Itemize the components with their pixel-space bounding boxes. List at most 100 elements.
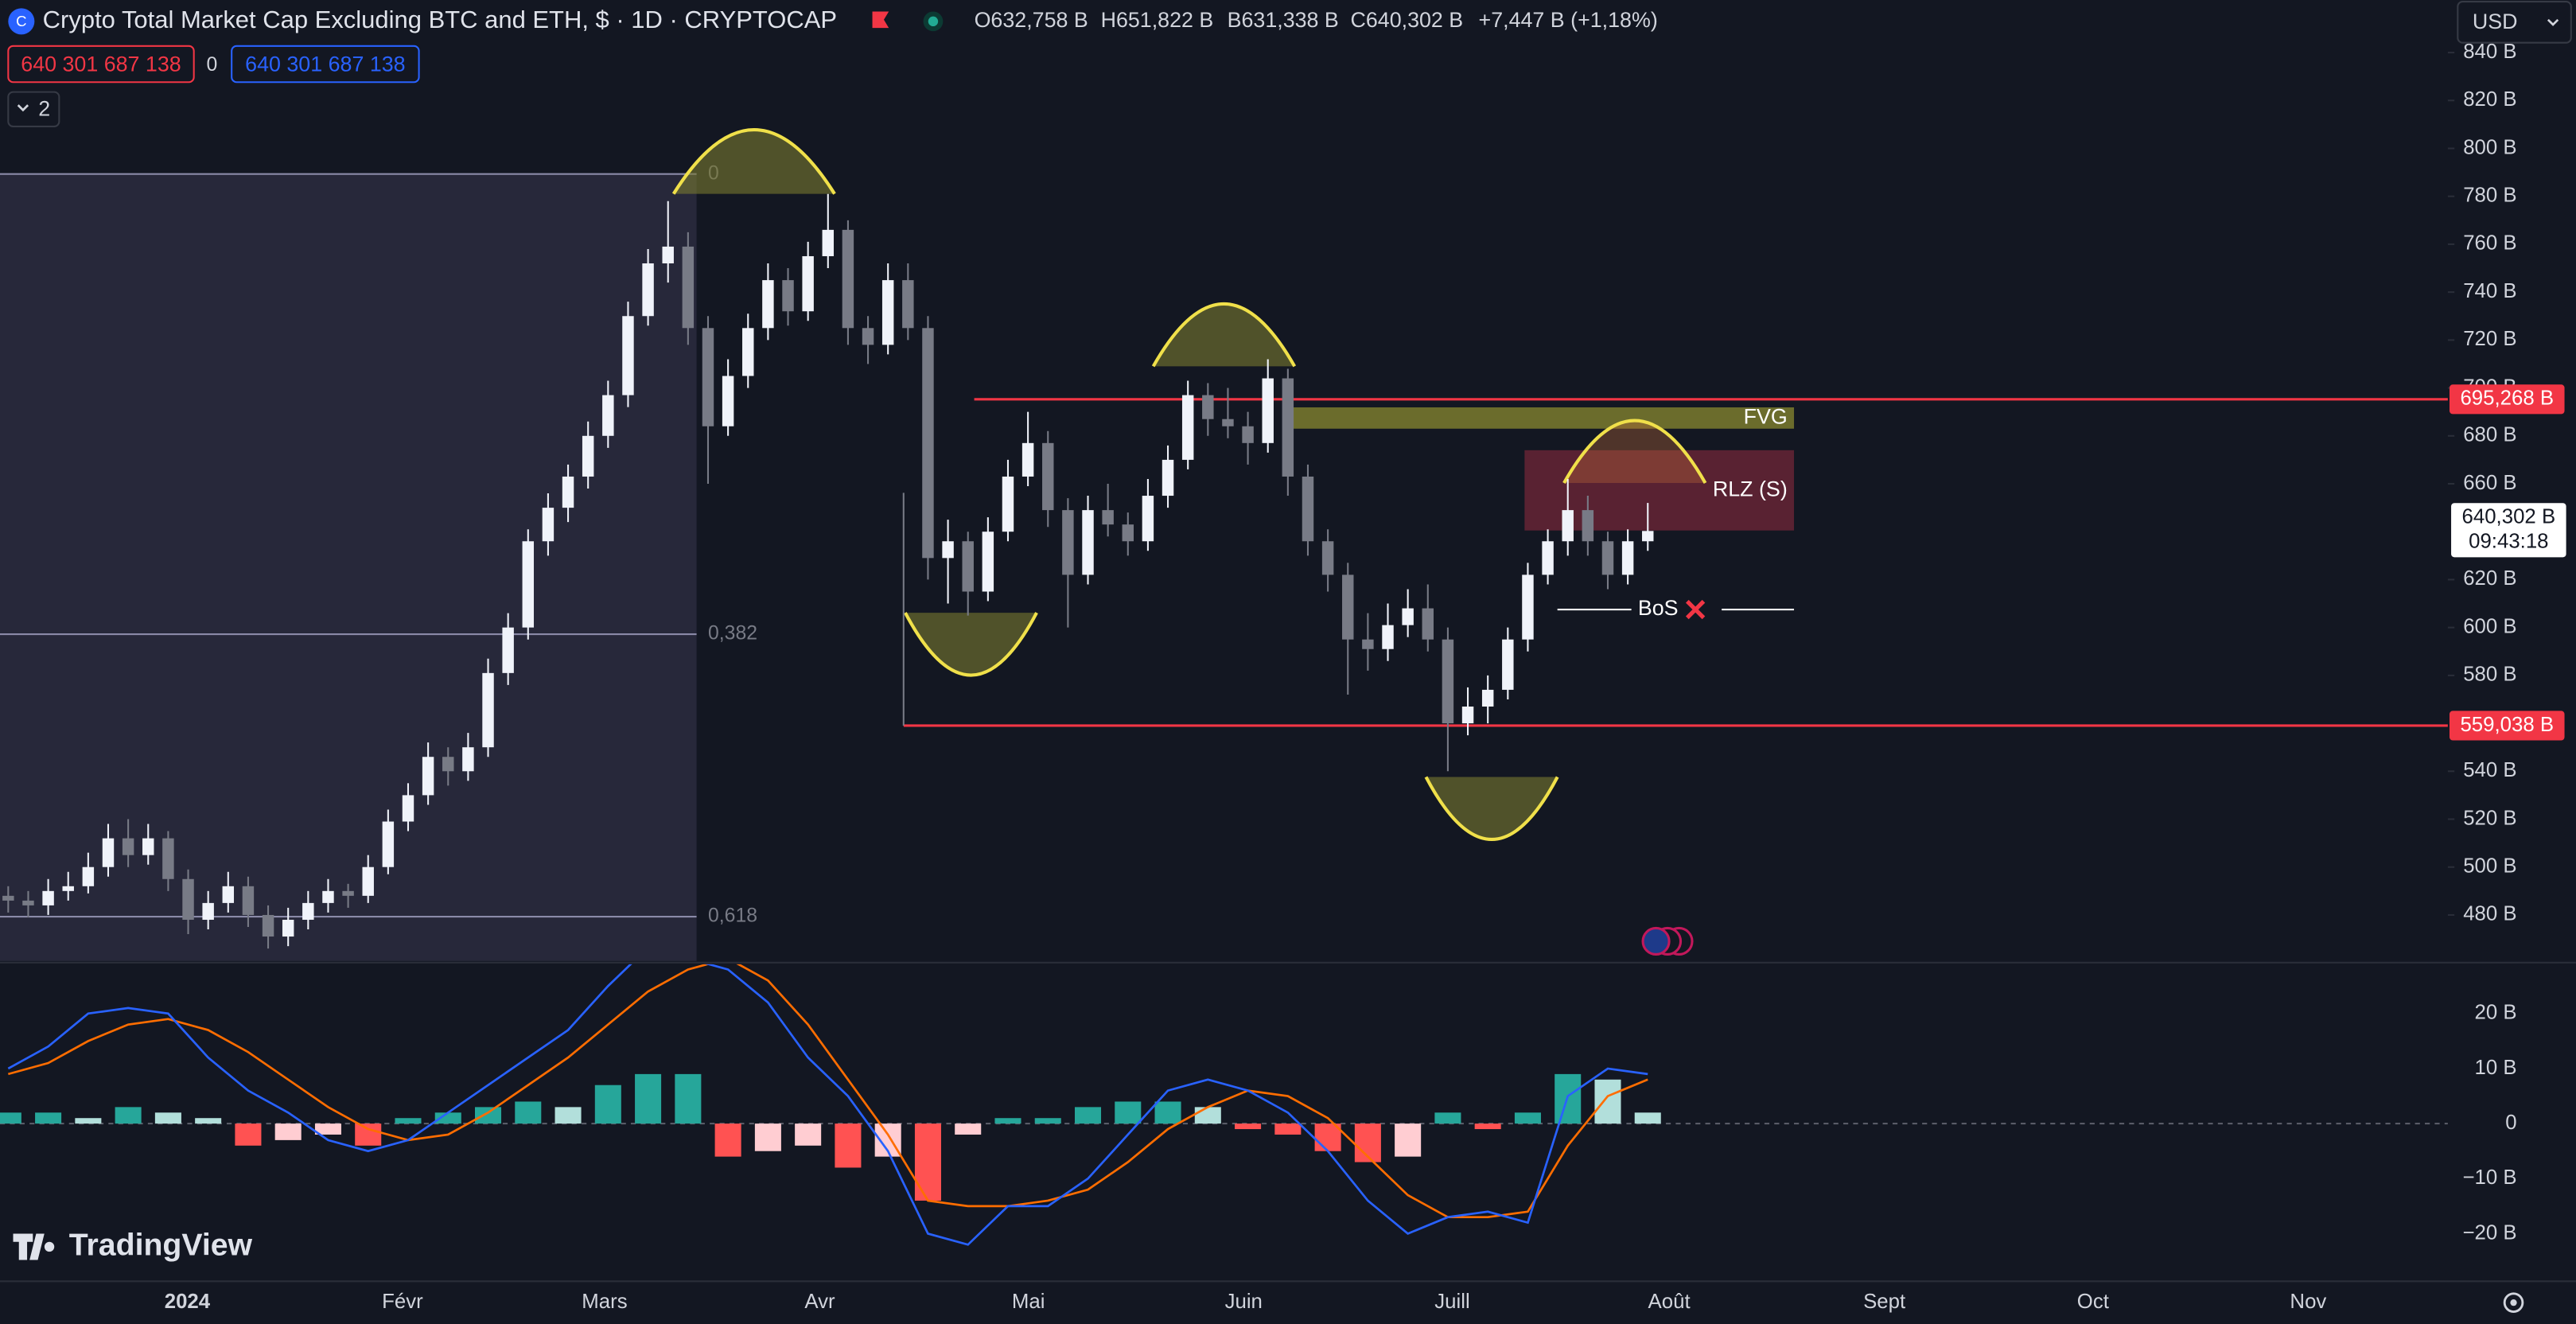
candle-body: [962, 541, 974, 592]
time-label: Août: [1648, 1291, 1691, 1313]
histogram-bar: [515, 1101, 542, 1124]
candle-body: [242, 886, 255, 915]
indicator-value-box[interactable]: [7, 45, 195, 84]
histogram-bar: [195, 1118, 222, 1124]
price-tick-label: 500 B: [2463, 855, 2516, 878]
header: C Crypto Total Market Cap Excluding BTC …: [7, 1, 2572, 127]
candle: [1642, 503, 1654, 551]
candle: [1021, 411, 1034, 487]
candle: [62, 871, 74, 901]
candle-body: [802, 255, 814, 312]
brand-logo: [13, 1233, 55, 1260]
candle-body: [862, 328, 874, 345]
macd-axis: 20 B 10 B 0 −10 B −20 B: [2463, 1002, 2517, 1244]
candle: [1442, 627, 1454, 772]
candle-body: [482, 672, 494, 748]
settings-icon[interactable]: [2503, 1292, 2524, 1313]
time-label: Oct: [2077, 1291, 2109, 1313]
candle-body: [142, 838, 154, 855]
candle-body: [742, 328, 754, 376]
histogram-bar: [914, 1123, 941, 1201]
macd-line: [7, 964, 1648, 1246]
event-icon[interactable]: [1641, 926, 1671, 956]
price-tick-label: 680 B: [2463, 424, 2516, 446]
histogram-bar: [1594, 1079, 1621, 1124]
currency: USD: [2473, 10, 2518, 33]
candle-body: [1601, 541, 1614, 575]
candle-body: [102, 838, 115, 867]
indicator-value-box[interactable]: [231, 45, 420, 84]
candle: [1342, 563, 1354, 695]
candle-body: [902, 280, 914, 329]
candle-body: [1162, 459, 1174, 496]
level-price-box: [2449, 384, 2565, 415]
candle: [602, 380, 614, 448]
candle: [1402, 589, 1414, 637]
candle-body: [702, 328, 714, 426]
time-label: 2024: [165, 1291, 211, 1313]
candle: [1461, 687, 1474, 736]
candle-body: [302, 902, 314, 920]
candle: [482, 658, 494, 757]
histogram-bar: [434, 1112, 461, 1124]
candle-body: [1582, 510, 1594, 542]
candle-body: [1181, 395, 1194, 460]
candle-body: [382, 821, 395, 867]
candle: [1181, 380, 1194, 469]
histogram-bar: [1194, 1107, 1221, 1124]
candle: [881, 263, 894, 355]
currency-dropdown[interactable]: [2457, 1, 2572, 44]
candle: [1582, 496, 1594, 556]
symbol-title[interactable]: Crypto Total Market Cap Excluding BTC an…: [43, 6, 837, 33]
candle: [782, 268, 794, 326]
histogram-bar: [1634, 1112, 1661, 1124]
candle: [582, 421, 594, 489]
candle: [1162, 445, 1174, 508]
candle-body: [1021, 442, 1034, 477]
candle-body: [1481, 689, 1494, 707]
event-icons[interactable]: [1641, 926, 1694, 956]
candle-body: [262, 914, 274, 937]
flag-icon[interactable]: [872, 11, 889, 29]
countdown: 09:43:18: [2469, 531, 2548, 553]
candle: [262, 905, 274, 949]
histogram-bar: [35, 1112, 62, 1124]
candles: [2, 193, 1654, 949]
dropdown-arrow: [2547, 18, 2559, 26]
histogram-bar: [1115, 1101, 1142, 1124]
candle: [462, 733, 474, 781]
histogram-bar: [714, 1123, 741, 1157]
candle-body: [562, 476, 574, 508]
logo-glyph: C: [16, 13, 26, 29]
candle-body: [522, 541, 535, 628]
candle-body: [1202, 395, 1214, 419]
candle-body: [881, 280, 894, 345]
histogram-bar: [475, 1107, 502, 1124]
candle-body: [1442, 639, 1454, 724]
time-label: Mai: [1012, 1291, 1045, 1313]
arc: [1562, 419, 1707, 484]
candle: [1362, 613, 1374, 671]
collapse-button[interactable]: [7, 91, 60, 127]
candle: [282, 907, 294, 947]
candle: [822, 193, 835, 269]
histogram-bar: [1434, 1112, 1461, 1124]
candle-body: [542, 508, 555, 542]
candle: [142, 824, 154, 865]
bos-label: BoS: [1638, 596, 1679, 620]
candle: [562, 464, 574, 523]
candle-body: [2, 895, 14, 901]
indicator-value: 640 301 687 138: [21, 53, 181, 76]
histogram-bar: [0, 1112, 21, 1124]
candle: [242, 876, 255, 927]
candle-body: [762, 280, 774, 329]
price-tick-label: 540 B: [2463, 759, 2516, 781]
candle: [842, 220, 854, 345]
histogram-bar: [1314, 1123, 1341, 1151]
time-label: Avr: [804, 1291, 835, 1313]
rlz-label: RLZ (S): [1713, 477, 1788, 500]
candle-body: [1422, 608, 1434, 640]
symbol-logo: [8, 8, 35, 35]
signal-line: [7, 964, 1648, 1219]
settings-button[interactable]: [2503, 1292, 2524, 1313]
